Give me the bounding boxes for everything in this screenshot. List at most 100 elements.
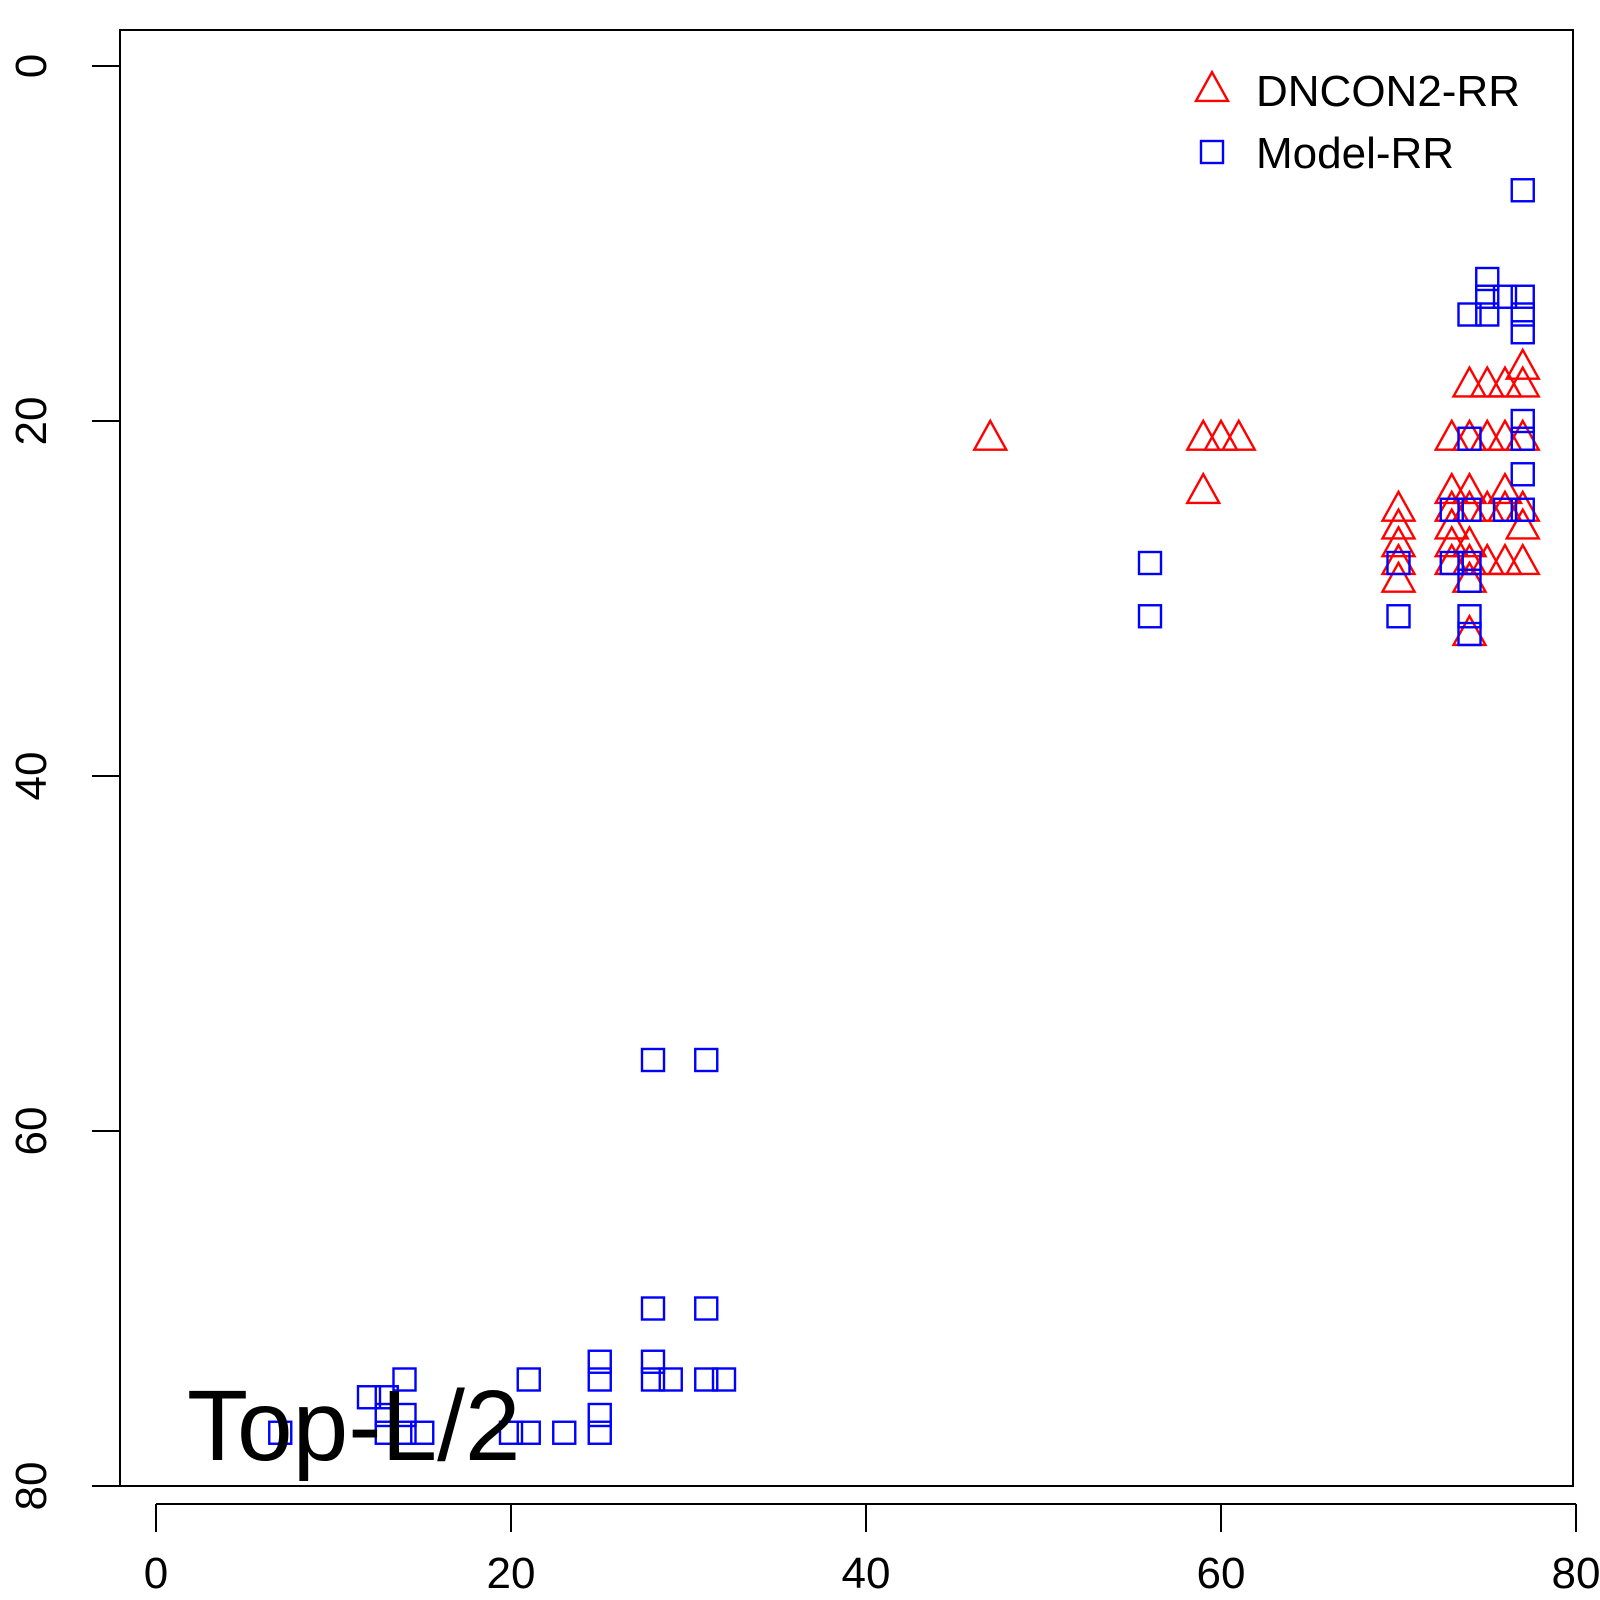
model-rr-point: [410, 1420, 435, 1445]
model-rr-point: [392, 1402, 417, 1428]
x-tick-label: 80: [1552, 1549, 1600, 1598]
dncon2-rr-point: [1380, 560, 1417, 593]
dncon2-rr-point: [1451, 365, 1488, 398]
model-rr-point: [587, 1367, 612, 1392]
dncon2-rr-point: [1486, 471, 1524, 505]
y-tick-label: 40: [7, 752, 56, 801]
dncon2-rr-point: [1469, 489, 1506, 522]
y-tick-label: 80: [7, 1462, 56, 1511]
x-axis: 0 20 40 60 80: [144, 1503, 1600, 1598]
dncon2-rr-point: [1202, 418, 1240, 451]
model-rr-point: [1386, 550, 1411, 576]
dncon2-rr-point: [1469, 542, 1506, 576]
model-rr-point: [1457, 497, 1482, 522]
model-rr-point: [1475, 284, 1500, 309]
model-rr-point: [1457, 426, 1482, 451]
plot-frame: [119, 29, 1574, 1487]
dncon2-rr-point: [1486, 418, 1524, 451]
dncon2-rr-point: [1504, 347, 1541, 380]
y-tick-label: 0: [7, 54, 56, 78]
model-rr-point: [392, 1367, 417, 1392]
model-rr-point: [1510, 408, 1535, 434]
series-model-rr: [268, 178, 1535, 1445]
model-rr-point: [587, 1349, 612, 1374]
dncon2-rr-point: [1486, 542, 1524, 576]
dncon2-rr-point: [1433, 471, 1470, 505]
model-rr-point: [392, 1420, 417, 1445]
model-rr-point: [1475, 302, 1500, 327]
dncon2-rr-point: [1433, 418, 1470, 451]
y-axis: 0 20 40 60 80: [7, 54, 121, 1511]
legend-label: DNCON2-RR: [1256, 67, 1520, 116]
model-rr-point: [356, 1385, 382, 1410]
dncon2-rr-point: [1185, 471, 1222, 505]
model-rr-point: [1457, 621, 1482, 647]
model-rr-point: [1475, 266, 1500, 292]
dncon2-rr-point: [1469, 418, 1506, 451]
legend-marker: [1193, 69, 1231, 103]
model-rr-point: [1457, 550, 1482, 576]
legend-item: DNCON2-RR: [1193, 67, 1520, 116]
model-rr-point: [1492, 497, 1518, 522]
dncon2-rr-point: [972, 418, 1009, 451]
model-rr-point: [1510, 462, 1535, 487]
dncon2-rr-point: [1380, 524, 1417, 558]
model-rr-point: [498, 1420, 524, 1445]
dncon2-rr-point: [1451, 471, 1488, 505]
legend-label: Model-RR: [1256, 129, 1454, 178]
model-rr-point: [1510, 426, 1535, 451]
model-rr-point: [694, 1296, 719, 1321]
model-rr-point: [516, 1420, 541, 1445]
model-rr-point: [587, 1402, 612, 1428]
dncon2-rr-point: [1486, 365, 1524, 398]
model-rr-point: [640, 1047, 666, 1073]
model-rr-point: [711, 1367, 737, 1392]
model-rr-point: [694, 1367, 719, 1392]
dncon2-rr-point: [1504, 365, 1541, 398]
dncon2-rr-point: [1185, 418, 1222, 451]
legend: DNCON2-RR Model-RR: [1193, 67, 1520, 178]
model-rr-point: [1137, 604, 1163, 629]
dncon2-rr-point: [1380, 489, 1417, 522]
series-dncon2-rr: [972, 347, 1541, 647]
model-rr-point: [1510, 302, 1535, 327]
model-rr-point: [1439, 550, 1464, 576]
dncon2-rr-point: [1504, 507, 1541, 540]
model-rr-point: [694, 1047, 719, 1073]
x-tick-label: 20: [487, 1549, 536, 1598]
model-rr-point: [1510, 178, 1535, 203]
dncon2-rr-point: [1433, 507, 1470, 540]
x-tick-label: 60: [1197, 1549, 1246, 1598]
y-tick-label: 20: [7, 397, 56, 446]
model-rr-point: [1457, 604, 1482, 629]
model-rr-point: [640, 1296, 666, 1321]
dncon2-rr-point: [1469, 365, 1506, 398]
model-rr-point: [1510, 497, 1535, 522]
model-rr-point: [658, 1367, 683, 1392]
model-rr-point: [268, 1420, 293, 1445]
dncon2-rr-point: [1220, 418, 1257, 451]
model-rr-point: [374, 1420, 399, 1445]
dncon2-rr-point: [1380, 507, 1417, 540]
model-rr-point: [374, 1385, 399, 1410]
x-tick-label: 0: [144, 1549, 168, 1598]
model-rr-point: [1492, 284, 1518, 309]
model-rr-point: [1439, 497, 1464, 522]
data-marks: [268, 178, 1541, 1445]
model-rr-point: [516, 1367, 541, 1392]
x-tick-label: 40: [842, 1549, 891, 1598]
panel-annotation: Top-L/2: [187, 1370, 521, 1482]
model-rr-point: [640, 1349, 666, 1374]
model-rr-point: [552, 1420, 577, 1445]
model-rr-point: [640, 1367, 666, 1392]
model-rr-point: [1510, 284, 1535, 309]
model-rr-point: [1137, 550, 1163, 576]
legend-marker: [1199, 139, 1225, 165]
model-rr-point: [374, 1402, 399, 1428]
model-rr-point: [1457, 302, 1482, 327]
dncon2-rr-point: [1451, 524, 1488, 558]
y-tick-label: 60: [7, 1107, 56, 1156]
model-rr-point: [1386, 604, 1411, 629]
dncon2-rr-point: [1504, 542, 1541, 576]
